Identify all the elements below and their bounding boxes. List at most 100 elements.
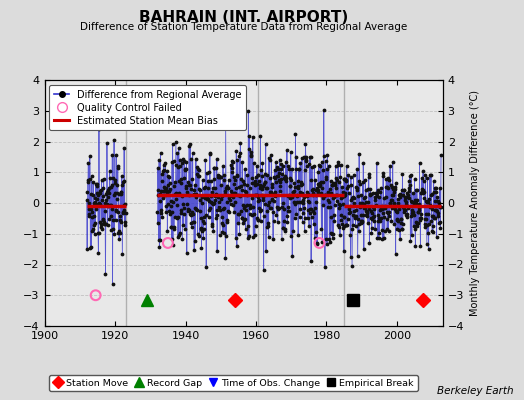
Point: [171, 196, 180, 202]
Point: [368, 204, 377, 210]
Point: [333, 222, 342, 228]
Point: [340, 176, 348, 182]
Point: [157, 207, 166, 214]
Point: [217, 214, 226, 220]
Point: [429, 213, 438, 219]
Point: [205, 197, 213, 204]
Point: [392, 216, 401, 223]
Point: [407, 210, 416, 217]
Point: [232, 235, 240, 241]
Point: [316, 180, 324, 187]
Point: [285, 208, 293, 214]
Point: [422, 211, 430, 217]
Point: [114, 230, 123, 236]
Point: [254, 194, 263, 200]
Point: [231, 176, 239, 183]
Point: [279, 162, 288, 169]
Point: [340, 214, 348, 220]
Point: [337, 194, 346, 200]
Point: [165, 188, 173, 194]
Point: [359, 160, 367, 166]
Point: [405, 195, 413, 202]
Point: [329, 194, 337, 201]
Point: [304, 198, 313, 204]
Point: [117, 191, 125, 198]
Point: [348, 262, 356, 269]
Point: [319, 195, 327, 202]
Point: [314, 181, 323, 188]
Point: [84, 159, 93, 166]
Point: [156, 150, 165, 156]
Point: [232, 173, 241, 179]
Point: [315, 181, 323, 187]
Point: [328, 182, 336, 188]
Point: [274, 218, 282, 225]
Point: [251, 192, 259, 198]
Point: [85, 200, 93, 206]
Point: [225, 209, 233, 216]
Point: [186, 141, 194, 148]
Point: [368, 216, 376, 222]
Point: [191, 205, 200, 211]
Point: [335, 202, 344, 208]
Point: [252, 191, 260, 198]
Point: [424, 199, 432, 206]
Point: [281, 227, 289, 234]
Point: [216, 232, 224, 238]
Point: [272, 159, 280, 166]
Point: [185, 143, 193, 150]
Point: [298, 181, 306, 187]
Point: [288, 189, 297, 195]
Point: [221, 188, 230, 194]
Point: [306, 206, 314, 212]
Point: [291, 166, 300, 172]
Point: [161, 160, 169, 166]
Point: [172, 190, 181, 196]
Point: [99, 193, 107, 199]
Point: [271, 179, 280, 185]
Point: [310, 162, 319, 169]
Point: [196, 224, 205, 231]
Point: [376, 207, 384, 214]
Point: [248, 212, 257, 218]
Point: [374, 187, 383, 193]
Point: [119, 210, 127, 216]
Point: [397, 216, 405, 222]
Point: [274, 166, 282, 172]
Point: [334, 224, 343, 230]
Point: [309, 208, 318, 214]
Point: [372, 190, 380, 197]
Point: [108, 281, 117, 288]
Point: [157, 188, 166, 194]
Point: [343, 183, 352, 190]
Point: [352, 184, 361, 190]
Point: [392, 208, 400, 215]
Point: [103, 140, 111, 146]
Point: [387, 218, 396, 224]
Point: [243, 192, 251, 199]
Point: [221, 191, 229, 198]
Point: [319, 179, 328, 185]
Point: [278, 224, 287, 231]
Point: [119, 202, 128, 208]
Point: [385, 228, 393, 234]
Point: [380, 194, 388, 201]
Point: [417, 214, 425, 221]
Point: [214, 204, 223, 210]
Point: [246, 202, 254, 208]
Point: [357, 192, 366, 198]
Point: [388, 159, 397, 166]
Point: [314, 187, 322, 194]
Point: [365, 205, 373, 212]
Point: [290, 215, 299, 222]
Point: [232, 148, 241, 154]
Point: [253, 162, 261, 169]
Point: [235, 152, 243, 159]
Point: [329, 231, 337, 237]
Point: [341, 190, 350, 196]
Point: [387, 196, 395, 203]
Point: [384, 210, 392, 216]
Point: [289, 191, 297, 198]
Point: [389, 200, 398, 206]
Point: [163, 168, 171, 174]
